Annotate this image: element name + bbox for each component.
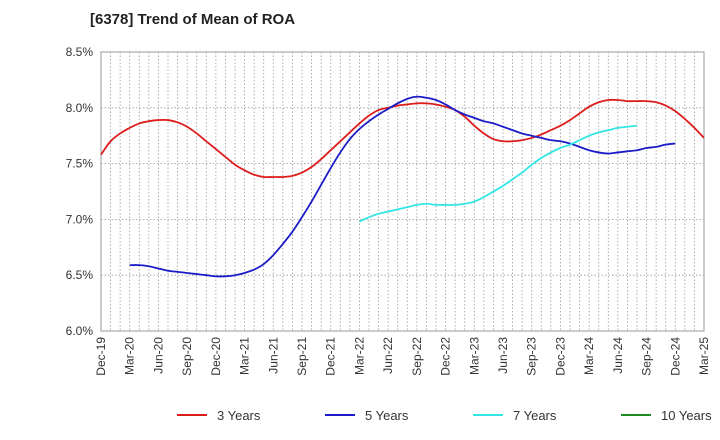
x-tick-label: Sep-24 xyxy=(640,337,654,376)
x-tick-label: Dec-22 xyxy=(439,337,453,376)
x-tick-label: Mar-22 xyxy=(352,337,366,375)
x-tick-label: Mar-20 xyxy=(123,337,137,375)
legend-label: 10 Years xyxy=(661,408,712,423)
x-tick-label: Sep-20 xyxy=(180,337,194,376)
x-tick-label: Jun-20 xyxy=(151,337,165,374)
chart-title: [6378] Trend of Mean of ROA xyxy=(90,11,295,28)
legend-label: 3 Years xyxy=(217,408,261,423)
series-line-3-years xyxy=(100,98,705,179)
legend-label: 7 Years xyxy=(513,408,557,423)
series-line-5-years xyxy=(129,95,676,278)
series-line-7-years xyxy=(359,124,638,223)
x-tick-label: Sep-23 xyxy=(525,337,539,376)
x-tick-label: Dec-19 xyxy=(94,337,108,376)
legend-label: 5 Years xyxy=(365,408,409,423)
x-tick-label: Dec-20 xyxy=(209,337,223,376)
series-lines xyxy=(100,95,705,278)
legend-item: 10 Years xyxy=(621,408,712,423)
y-tick-label: 8.0% xyxy=(66,101,94,115)
legend-item: 7 Years xyxy=(473,408,557,423)
x-tick-label: Sep-22 xyxy=(410,337,424,376)
y-tick-label: 7.5% xyxy=(66,157,94,171)
x-tick-label: Mar-24 xyxy=(582,337,596,375)
x-axis-ticks: Dec-19 Mar-20 Jun-20 Sep-20 Dec-20 Mar-21 Jun-… xyxy=(94,337,711,376)
x-tick-label: Sep-21 xyxy=(295,337,309,376)
plot-area xyxy=(100,51,705,332)
y-tick-label: 6.5% xyxy=(66,268,94,282)
legend-item: 3 Years xyxy=(177,408,261,423)
y-axis-ticks: 6.0% 6.5% 7.0% 7.5% 8.0% 8.5% xyxy=(66,45,94,338)
legend-item: 5 Years xyxy=(325,408,409,423)
x-tick-label: Jun-21 xyxy=(266,337,280,374)
x-tick-label: Jun-24 xyxy=(611,337,625,374)
x-tick-label: Dec-24 xyxy=(668,337,682,376)
x-tick-label: Jun-23 xyxy=(496,337,510,374)
x-tick-label: Dec-23 xyxy=(553,337,567,376)
x-tick-label: Mar-25 xyxy=(697,337,711,375)
chart-grid xyxy=(101,52,704,331)
x-tick-label: Mar-23 xyxy=(467,337,481,375)
x-tick-label: Mar-21 xyxy=(238,337,252,375)
y-tick-label: 8.5% xyxy=(66,45,94,59)
x-tick-label: Jun-22 xyxy=(381,337,395,374)
y-tick-label: 6.0% xyxy=(66,324,94,338)
x-tick-label: Dec-21 xyxy=(324,337,338,376)
y-tick-label: 7.0% xyxy=(66,212,94,226)
legend: 3 Years 5 Years 7 Years 10 Years xyxy=(177,408,712,423)
